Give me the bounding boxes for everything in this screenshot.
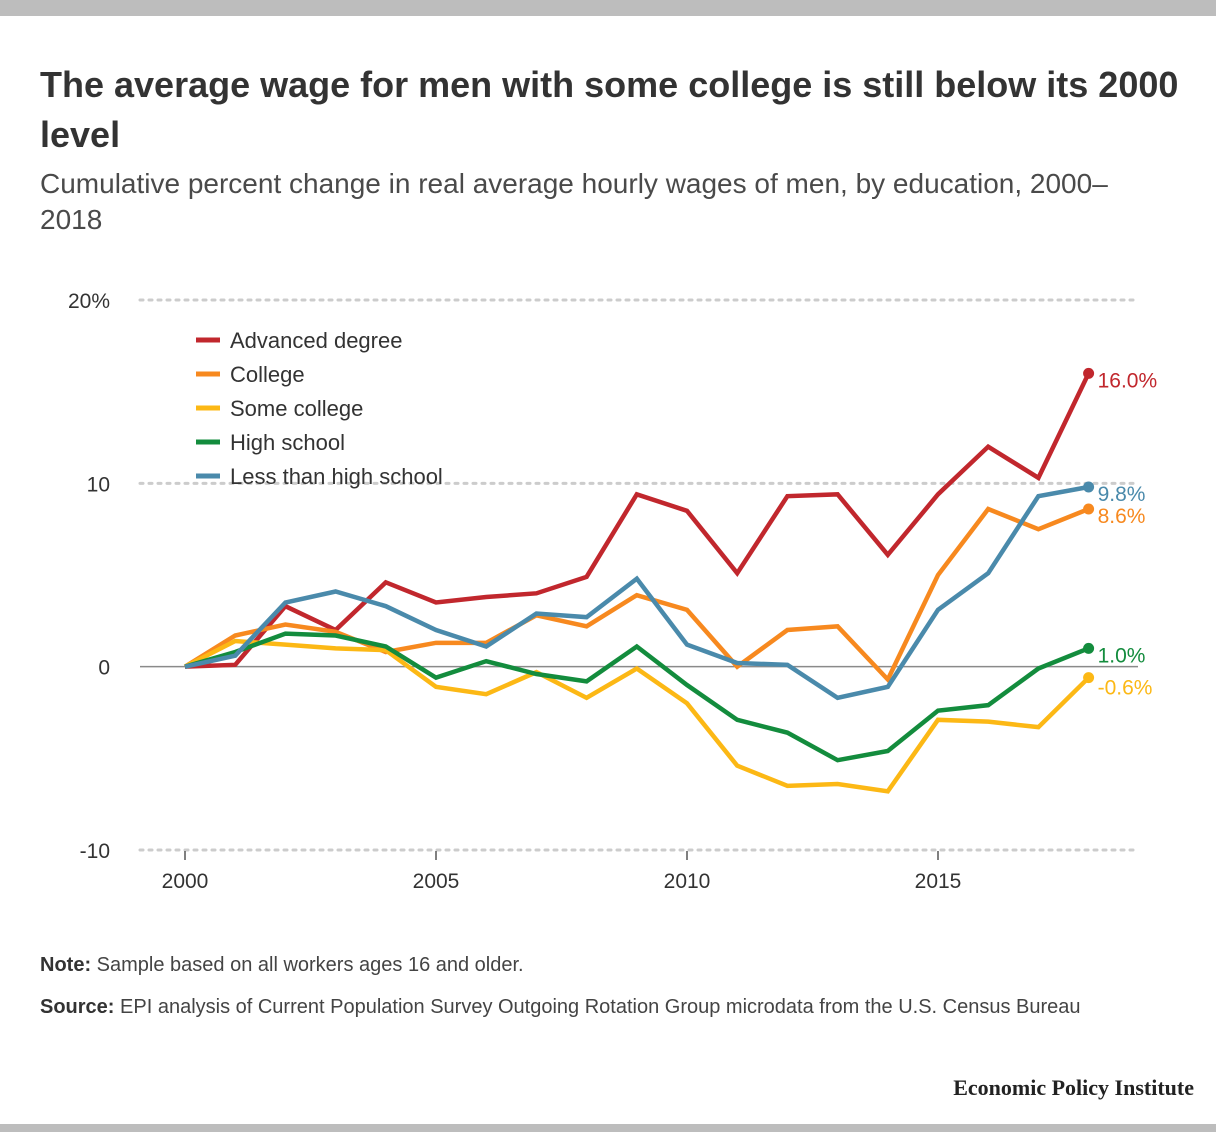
series-end-label: 8.6% (1098, 505, 1146, 528)
y-tick-label: 10 (87, 473, 110, 496)
series-end-label: -0.6% (1098, 677, 1153, 700)
y-tick-label: 20% (68, 290, 110, 313)
chart-source: Source: EPI analysis of Current Populati… (40, 992, 1170, 1023)
note-label: Note: (40, 954, 92, 976)
series-end-label: 1.0% (1098, 644, 1146, 667)
x-tick-label: 2005 (413, 870, 460, 893)
series-line (184, 484, 1090, 701)
source-label: Source: (40, 996, 115, 1018)
series-end-point (1083, 642, 1095, 654)
series-line (183, 638, 1091, 794)
series-end-point (1083, 672, 1095, 684)
chart-note: Note: Sample based on all workers ages 1… (40, 950, 1170, 980)
chart-title: The average wage for men with some colle… (40, 64, 1179, 155)
bottom-border-bar (0, 1124, 1216, 1132)
y-tick-label: 0 (98, 657, 110, 680)
series-line (183, 506, 1090, 684)
series-end-label: 9.8% (1098, 483, 1146, 506)
chart-subtitle: Cumulative percent change in real averag… (40, 168, 1108, 235)
source-text: EPI analysis of Current Population Surve… (114, 996, 1081, 1018)
series-end-point (1083, 367, 1095, 379)
legend-label: College (230, 362, 305, 387)
x-tick-label: 2000 (162, 870, 209, 893)
top-border-bar (0, 0, 1216, 16)
note-text: Sample based on all workers ages 16 and … (91, 954, 524, 976)
legend-label: Advanced degree (230, 328, 402, 353)
x-tick-label: 2010 (664, 870, 711, 893)
x-tick-label: 2015 (915, 870, 962, 893)
series-end-label: 16.0% (1098, 369, 1158, 392)
series-end-point (1083, 503, 1095, 515)
line-chart: -10 0 10 20% 2000 2005 2010 2015 16.0% 8.6% -0.6% 1… (68, 290, 1158, 893)
legend-label: High school (230, 430, 345, 455)
legend-label: Some college (230, 396, 363, 421)
series-end-point (1083, 481, 1095, 493)
legend-label: Less than high school (230, 464, 443, 489)
series-line (184, 631, 1090, 763)
y-tick-label: -10 (80, 840, 110, 863)
brand-logo-text: Economic Policy Institute (953, 1075, 1194, 1100)
